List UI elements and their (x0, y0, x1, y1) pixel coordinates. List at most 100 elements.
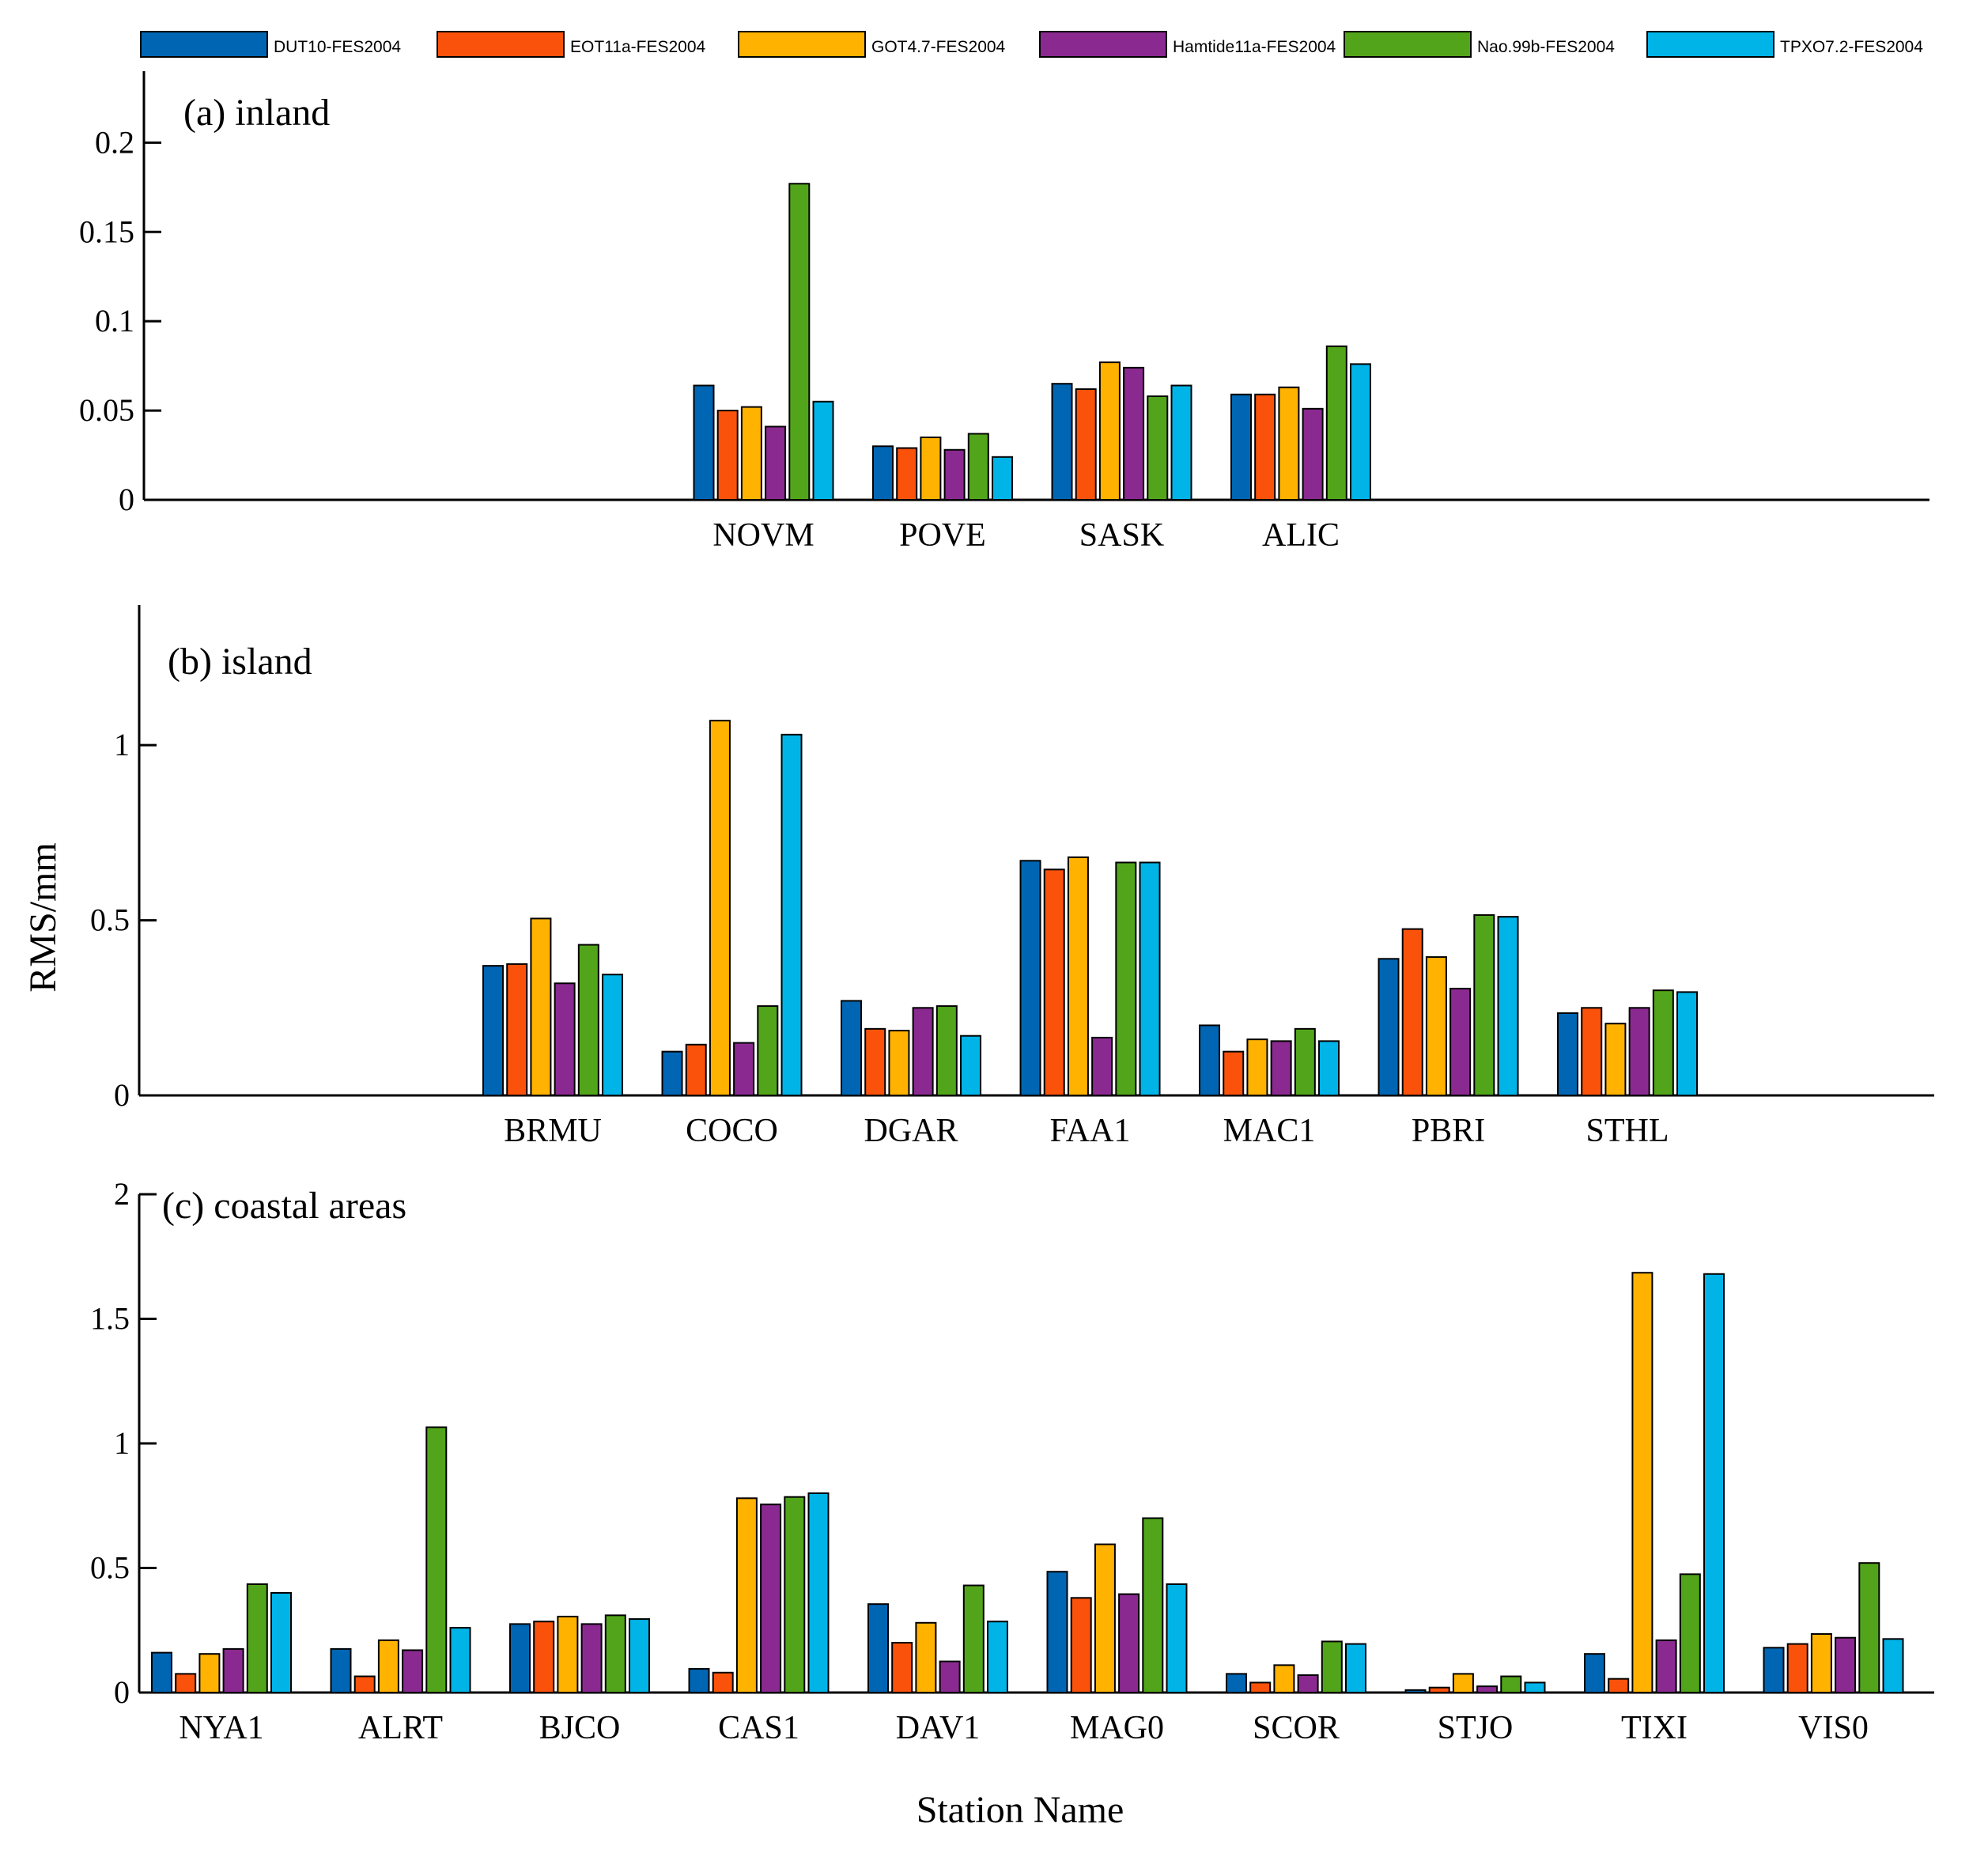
bar-PBRI-1 (1401, 928, 1423, 1096)
bar-SCOR-5 (1345, 1643, 1366, 1693)
bar-SCOR-0 (1226, 1673, 1247, 1693)
category-label-DAV1: DAV1 (896, 1710, 981, 1746)
bar-NOVM-5 (812, 400, 834, 501)
bar-DGAR-2 (888, 1030, 910, 1096)
bar-group-CAS1 (688, 1492, 830, 1694)
bar-BJCO-0 (509, 1623, 531, 1693)
bar-NOVM-2 (740, 406, 762, 501)
bar-STHL-5 (1676, 991, 1699, 1097)
bar-NYA1-1 (175, 1673, 197, 1693)
bar-group-MAC1 (1199, 1024, 1340, 1097)
y-axis-label: RMS/mm (22, 842, 64, 992)
bar-VIS0-0 (1763, 1647, 1785, 1694)
bar-group-DAV1 (867, 1584, 1008, 1694)
y-tick-label: 0.5 (90, 902, 130, 938)
legend-label-1: EOT11a-FES2004 (570, 38, 706, 56)
bar-COCO-2 (709, 720, 731, 1097)
bar-SASK-3 (1123, 366, 1145, 501)
bar-COCO-1 (685, 1043, 707, 1097)
bar-NOVM-4 (788, 183, 811, 501)
category-label-PBRI: PBRI (1412, 1113, 1485, 1149)
bar-BRMU-5 (602, 974, 624, 1096)
legend-label-4: Nao.99b-FES2004 (1477, 38, 1615, 56)
category-label-DGAR: DGAR (864, 1113, 958, 1149)
bar-STHL-4 (1652, 989, 1674, 1096)
bar-group-SASK (1051, 361, 1192, 501)
category-label-NOVM: NOVM (712, 517, 814, 554)
legend-label-2: GOT4.7-FES2004 (871, 38, 1006, 56)
category-label-BJCO: BJCO (539, 1710, 621, 1746)
bar-DGAR-3 (912, 1007, 934, 1097)
bar-CAS1-5 (807, 1492, 830, 1693)
bar-SCOR-3 (1297, 1674, 1319, 1693)
bar-group-BJCO (509, 1614, 650, 1694)
bar-BRMU-1 (506, 963, 528, 1097)
bar-ALIC-5 (1350, 363, 1371, 501)
bar-group-NYA1 (151, 1583, 292, 1694)
bar-FAA1-4 (1115, 861, 1137, 1096)
bar-SASK-2 (1098, 361, 1121, 501)
bar-ALIC-2 (1278, 386, 1300, 501)
legend-label-5: TPXO7.2-FES2004 (1780, 38, 1923, 56)
bar-COCO-4 (757, 1005, 779, 1096)
panel-title: (a) inland (183, 92, 330, 134)
y-tick-label: 0.2 (95, 124, 134, 160)
bar-MAC1-0 (1199, 1024, 1221, 1097)
bar-PBRI-0 (1378, 958, 1400, 1097)
bar-MAC1-5 (1318, 1040, 1340, 1097)
bar-group-ALIC (1230, 345, 1371, 501)
bar-group-BRMU (482, 917, 624, 1097)
legend: DUT10-FES2004 EOT11a-FES2004 GOT4.7-FES200… (140, 31, 1923, 58)
bar-group-VIS0 (1763, 1562, 1904, 1694)
category-label-SCOR: SCOR (1253, 1710, 1340, 1746)
bar-CAS1-2 (735, 1497, 758, 1694)
category-label-NYA1: NYA1 (179, 1710, 263, 1746)
bar-DAV1-1 (891, 1642, 913, 1693)
bar-STJO-1 (1428, 1686, 1450, 1693)
bar-CAS1-3 (760, 1504, 782, 1694)
bar-DAV1-4 (962, 1584, 985, 1694)
bar-POVE-1 (896, 447, 918, 501)
panel-title: (b) island (168, 641, 312, 683)
bar-DAV1-2 (915, 1621, 937, 1694)
bar-group-POVE (872, 433, 1013, 501)
category-label-ALRT: ALRT (358, 1710, 443, 1746)
bar-STJO-3 (1476, 1685, 1499, 1693)
y-tick-label: 0.1 (95, 303, 134, 339)
bar-TIXI-2 (1631, 1272, 1654, 1693)
category-label-COCO: COCO (686, 1113, 778, 1149)
category-label-MAC1: MAC1 (1223, 1113, 1316, 1149)
bar-MAG0-2 (1094, 1543, 1116, 1693)
bar-MAG0-5 (1166, 1583, 1188, 1693)
bar-group-MAG0 (1046, 1517, 1188, 1694)
bar-group-DGAR (841, 1000, 982, 1097)
bar-FAA1-3 (1091, 1036, 1113, 1097)
bar-FAA1-5 (1139, 861, 1161, 1096)
bar-PBRI-2 (1425, 956, 1447, 1096)
bar-SCOR-4 (1321, 1640, 1343, 1694)
category-label-STHL: STHL (1586, 1113, 1669, 1149)
bar-COCO-3 (733, 1042, 755, 1096)
bar-group-STHL (1557, 989, 1699, 1097)
bar-COCO-0 (661, 1050, 683, 1096)
bar-POVE-4 (967, 433, 989, 501)
bar-DGAR-5 (960, 1035, 982, 1096)
category-label-VIS0: VIS0 (1798, 1710, 1869, 1746)
bar-FAA1-0 (1019, 860, 1041, 1097)
bar-ALIC-4 (1325, 345, 1347, 501)
bar-POVE-5 (992, 456, 1013, 501)
y-tick-label: 1.5 (90, 1301, 130, 1337)
bar-CAS1-4 (784, 1496, 806, 1693)
bar-STHL-1 (1581, 1007, 1603, 1097)
bar-MAC1-4 (1294, 1027, 1316, 1097)
bar-STJO-0 (1404, 1689, 1427, 1694)
category-label-CAS1: CAS1 (718, 1710, 799, 1746)
bar-ALRT-2 (377, 1639, 399, 1694)
legend-swatch-4 (1344, 31, 1472, 58)
bar-STHL-2 (1604, 1023, 1627, 1096)
bar-FAA1-2 (1067, 856, 1089, 1097)
bar-VIS0-4 (1858, 1562, 1880, 1693)
bar-ALIC-3 (1302, 407, 1324, 501)
